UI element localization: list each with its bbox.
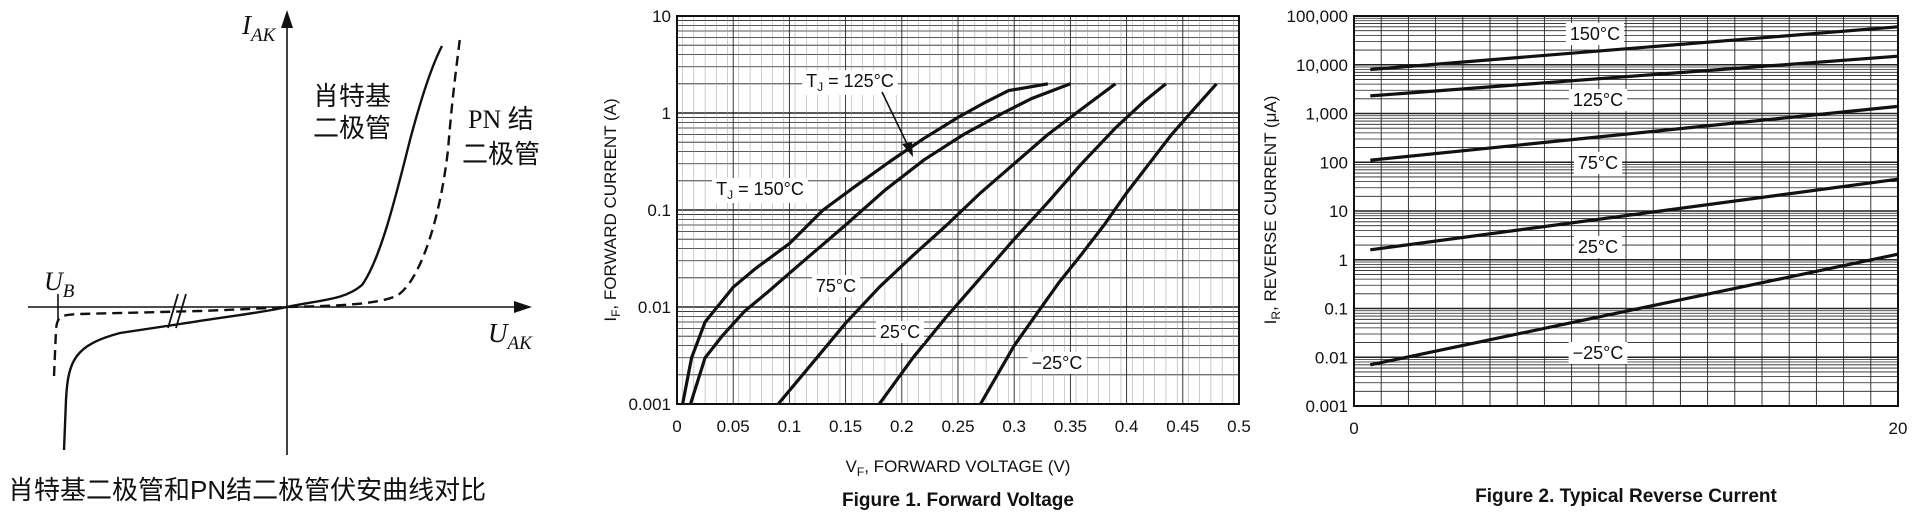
series-label-background	[712, 178, 808, 203]
x-tick-label: 0	[672, 417, 681, 436]
series-label-background	[802, 70, 898, 95]
x-axis-title: VF, FORWARD VOLTAGE (V)	[846, 457, 1071, 479]
pn-label: PN 结	[468, 105, 534, 134]
x-tick-label: 0.1	[778, 417, 802, 436]
chart-caption: Figure 2. Typical Reverse Current	[1475, 486, 1777, 507]
series-label: 75°C	[816, 276, 856, 296]
x-tick-label: 0.2	[890, 417, 914, 436]
series-label-background	[1568, 342, 1628, 364]
series-label: TJ = 125°C	[806, 71, 894, 94]
series-line	[979, 82, 1218, 405]
diagram-caption: 肖特基二极管和PN结二极管伏安曲线对比	[8, 475, 486, 505]
y-tick-label: 10	[652, 7, 671, 26]
series-line	[878, 82, 1167, 405]
series-line	[1370, 104, 1899, 162]
y-axis-arrow	[281, 10, 293, 28]
x-tick-label: 0.05	[717, 417, 750, 436]
series-label: 25°C	[880, 322, 920, 342]
chart-series	[681, 82, 1218, 406]
y-axis-title: IF, FORWARD CURRENT (A)	[601, 98, 623, 321]
y-tick-label: 100	[1320, 153, 1348, 172]
y-tick-label: 1	[1339, 251, 1348, 270]
x-tick-label: 0.35	[1054, 417, 1087, 436]
series-line	[776, 82, 1117, 406]
plot-frame	[1353, 15, 1899, 407]
pn-curve	[52, 37, 462, 377]
chart-grid	[677, 16, 1239, 405]
series-line	[1370, 25, 1899, 72]
series-label-background	[1568, 89, 1628, 111]
ub-label: UB	[44, 267, 75, 302]
chart-series	[1369, 25, 1899, 367]
series-label-background	[1565, 23, 1625, 45]
series-line	[1370, 177, 1899, 252]
x-tick-label: 0.25	[941, 417, 974, 436]
series-label: 25°C	[1578, 237, 1618, 257]
series-labels: 150°C 125°C 75°C 25°C −25°C	[1565, 23, 1628, 364]
y-tick-label: 0.01	[1315, 348, 1348, 367]
series-label: −25°C	[1573, 343, 1624, 363]
y-axis-label: IAK	[241, 10, 277, 46]
label-arrow	[881, 91, 911, 151]
x-axis-arrow	[514, 301, 532, 313]
y-tick-label: 0.1	[647, 201, 671, 220]
forward-voltage-chart: TJ = 150°CTJ = 125°C75°C25°C−25°C 0.0010…	[601, 7, 1251, 511]
schottky-curve	[62, 45, 444, 451]
series-label-background	[875, 321, 925, 343]
label-arrow-head	[902, 142, 913, 157]
schottky-label: 肖特基	[313, 81, 391, 111]
tick-labels: 0.001 0.01 0.1 1 10 0 0.05 0.1 0.15 0.2 0.25 0.3 0.3…	[628, 7, 1250, 436]
pn-label: 二极管	[462, 139, 540, 169]
x-tick-label: 0.15	[829, 417, 862, 436]
chart-caption: Figure 1. Forward Voltage	[842, 490, 1074, 511]
y-tick-label: 10	[1329, 202, 1348, 221]
series-line	[1370, 54, 1899, 98]
series-label: −25°C	[1032, 353, 1083, 373]
x-tick-label: 0	[1349, 419, 1358, 438]
tick-labels: 0.001 0.01 0.1 1 10 100 1,000 10,000 100,000 0 20	[1287, 7, 1908, 438]
series-label: TJ = 150°C	[716, 179, 804, 202]
series-label: 75°C	[1578, 153, 1618, 173]
y-tick-label: 0.001	[628, 395, 671, 414]
series-label: 125°C	[1573, 90, 1623, 110]
series-label-background	[1573, 236, 1623, 258]
series-line	[681, 82, 1049, 405]
y-axis-title: IR, REVERSE CURRENT (μA)	[1261, 96, 1283, 325]
y-tick-label: 0.1	[1324, 300, 1348, 319]
y-tick-label: 100,000	[1287, 7, 1348, 26]
x-tick-label: 0.4	[1115, 417, 1139, 436]
series-label-background	[811, 275, 861, 297]
y-tick-label: 0.01	[638, 298, 671, 317]
y-tick-label: 1	[662, 104, 671, 123]
reverse-current-chart: 150°C 125°C 75°C 25°C −25°C 0.001 0.01 0.1 1 10 1…	[1261, 7, 1907, 507]
y-tick-label: 10,000	[1296, 56, 1348, 75]
series-label-background	[1027, 352, 1087, 374]
series-label: 150°C	[1570, 24, 1620, 44]
y-tick-label: 0.001	[1305, 397, 1348, 416]
plot-frame	[676, 15, 1240, 405]
series-label-background	[1573, 152, 1623, 174]
axis-break-mark	[167, 293, 179, 329]
x-tick-label: 0.5	[1227, 417, 1251, 436]
x-axis-label: UAK	[488, 318, 533, 354]
series-line	[1369, 252, 1899, 367]
x-tick-label: 20	[1889, 419, 1908, 438]
series-labels: TJ = 150°C TJ = 125°C 75°C 25°C −25°C	[712, 70, 1087, 374]
iv-comparison-diagram: IAK UAK UB 肖特基 二极管 PN 结 二极管 肖特基二极管和PN结二极…	[8, 10, 540, 505]
series-line	[688, 82, 1071, 405]
y-tick-label: 1,000	[1305, 105, 1348, 124]
x-tick-label: 0.45	[1166, 417, 1199, 436]
x-tick-label: 0.3	[1002, 417, 1026, 436]
schottky-label: 二极管	[313, 113, 391, 143]
